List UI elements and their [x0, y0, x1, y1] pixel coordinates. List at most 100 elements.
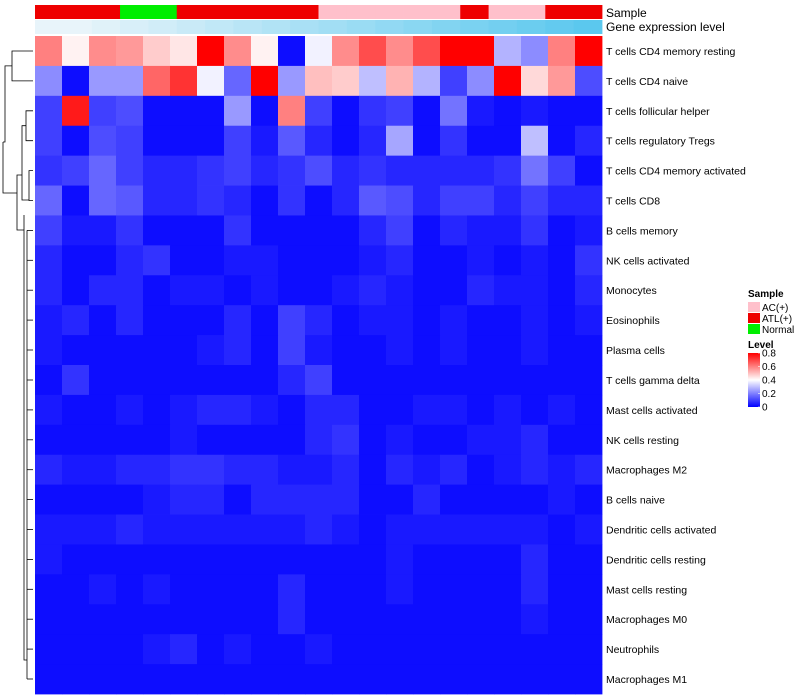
- expression-annotation-cell: [545, 20, 575, 34]
- heatmap-cell: [170, 484, 198, 515]
- heatmap-cell: [305, 36, 333, 67]
- heatmap-cell: [413, 454, 441, 486]
- heatmap-cell: [521, 544, 549, 575]
- heatmap-cell: [548, 634, 576, 665]
- heatmap-cell: [251, 125, 279, 157]
- heatmap-cell: [305, 484, 333, 515]
- heatmap-cell: [359, 664, 387, 695]
- heatmap-cell: [62, 394, 90, 426]
- heatmap-cell: [116, 155, 144, 186]
- heatmap-cell: [170, 125, 198, 157]
- heatmap-cell: [521, 454, 549, 486]
- heatmap-cell: [386, 484, 414, 515]
- heatmap-cell: [413, 514, 441, 545]
- expression-annotation-cell: [233, 20, 263, 34]
- heatmap-cell: [35, 155, 63, 186]
- legend-level-label: 0.8: [762, 349, 776, 360]
- dendrogram-branch: [16, 174, 24, 231]
- heatmap-cell: [548, 484, 576, 515]
- heatmap-cell: [305, 155, 333, 186]
- heatmap-cell: [143, 245, 171, 276]
- heatmap-cell: [413, 544, 441, 575]
- heatmap-cell: [386, 514, 414, 545]
- heatmap-cell: [35, 514, 63, 545]
- heatmap-cell: [386, 155, 414, 186]
- heatmap-cell: [386, 125, 414, 157]
- heatmap-cell: [413, 484, 441, 515]
- heatmap-cell: [332, 215, 360, 246]
- heatmap-cell: [197, 514, 225, 545]
- heatmap-cell: [89, 424, 117, 456]
- heatmap-cell: [386, 245, 414, 276]
- heatmap-cell: [224, 215, 252, 246]
- heatmap-cell: [62, 305, 90, 336]
- heatmap-cell: [116, 484, 144, 515]
- heatmap-cell: [467, 36, 495, 67]
- heatmap-cell: [197, 394, 225, 426]
- heatmap-cell: [224, 514, 252, 545]
- heatmap-cell: [278, 514, 306, 545]
- heatmap-cell: [197, 65, 225, 97]
- heatmap-cell: [575, 215, 603, 246]
- heatmap-cell: [89, 335, 117, 366]
- heatmap-cell: [413, 95, 441, 127]
- legend-sample-swatch: [748, 313, 760, 323]
- heatmap-cell: [305, 65, 333, 97]
- sample-annotation-cell: [120, 5, 149, 19]
- heatmap-cell: [170, 604, 198, 635]
- heatmap-cell: [89, 664, 117, 695]
- heatmap-cell: [575, 305, 603, 336]
- heatmap-cell: [116, 544, 144, 575]
- heatmap-cell: [440, 484, 468, 515]
- heatmap-cell: [305, 305, 333, 336]
- heatmap-cell: [494, 514, 522, 545]
- heatmap-cell: [35, 454, 63, 486]
- heatmap-cell: [521, 95, 549, 127]
- heatmap-cell: [35, 424, 63, 456]
- heatmap-cell: [332, 65, 360, 97]
- heatmap-cell: [386, 275, 414, 306]
- heatmap-cell: [278, 245, 306, 276]
- row-label: T cells CD8: [606, 196, 660, 208]
- heatmap-cell: [386, 95, 414, 127]
- heatmap-cell: [548, 305, 576, 336]
- heatmap-cell: [251, 245, 279, 276]
- dendrogram-branch: [11, 50, 33, 82]
- heatmap-cell: [143, 305, 171, 336]
- heatmap-cell: [440, 604, 468, 635]
- heatmap-cell: [386, 394, 414, 426]
- heatmap-cell: [197, 36, 225, 67]
- heatmap-cell: [143, 365, 171, 396]
- heatmap-cell: [305, 544, 333, 575]
- heatmap-cell: [386, 215, 414, 246]
- heatmap-cell: [197, 365, 225, 396]
- heatmap-cell: [35, 275, 63, 306]
- heatmap-cell: [305, 604, 333, 635]
- heatmap-cell: [440, 95, 468, 127]
- heatmap-cell: [521, 514, 549, 545]
- heatmap-cell: [305, 574, 333, 605]
- legend-level-label: 0.6: [762, 362, 776, 373]
- heatmap-cell: [62, 544, 90, 575]
- heatmap-cell: [521, 185, 549, 216]
- legend-sample-label: Normal: [762, 325, 794, 336]
- heatmap-cell: [521, 245, 549, 276]
- sample-annotation-cell: [516, 5, 546, 19]
- heatmap-cell: [224, 454, 252, 486]
- expression-annotation-cell: [205, 20, 234, 34]
- legend-level-ticks: 0.8 0.6 0.4 0.2 0: [758, 349, 776, 414]
- heatmap-cell: [170, 664, 198, 695]
- heatmap-cell: [197, 544, 225, 575]
- heatmap-cell: [548, 245, 576, 276]
- heatmap-cell: [386, 36, 414, 67]
- heatmap-cell: [89, 155, 117, 186]
- heatmap-cell: [143, 514, 171, 545]
- heatmap-cell: [467, 664, 495, 695]
- heatmap-cell: [35, 574, 63, 605]
- heatmap-cell: [35, 65, 63, 97]
- heatmap-cell: [116, 36, 144, 67]
- heatmap-cell: [143, 634, 171, 665]
- heatmap-cell: [332, 394, 360, 426]
- heatmap-cell: [467, 185, 495, 216]
